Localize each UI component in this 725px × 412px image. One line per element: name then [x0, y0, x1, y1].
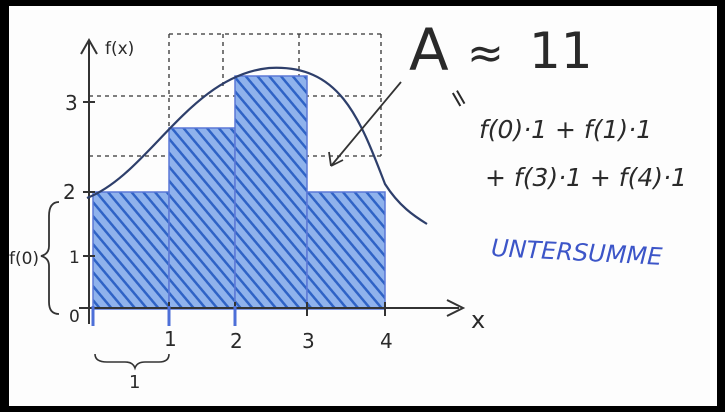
- lower-sum-rectangles: [92, 75, 386, 310]
- y-tick-0: 0: [69, 307, 80, 327]
- width-brace: [94, 353, 170, 371]
- rect-2: [234, 75, 308, 310]
- lower-sum-sketch: f(x) x 0 1 2 3 1 2 3 4 f(0) 1 A ≈ 11 = f…: [9, 16, 687, 393]
- brace-label-f0: f(0): [9, 249, 39, 269]
- x-tick-1: 1: [164, 327, 177, 351]
- axes: [79, 37, 466, 324]
- x-tick-2: 2: [230, 329, 243, 353]
- rect-0: [92, 191, 170, 310]
- width-label: 1: [129, 372, 140, 393]
- y-axis-arrowhead: [80, 37, 98, 55]
- x-tick-4: 4: [380, 329, 393, 353]
- approx-sign: ≈: [467, 28, 504, 79]
- x-axis-arrowhead: [446, 299, 466, 317]
- whiteboard: f(x) x 0 1 2 3 1 2 3 4 f(0) 1 A ≈ 11 = f…: [9, 6, 717, 406]
- y-tick-1: 1: [69, 248, 80, 268]
- y-tick-3: 3: [65, 91, 78, 115]
- pointer-arrow: [328, 81, 402, 167]
- area-value: 11: [529, 22, 593, 80]
- y-tick-2: 2: [63, 180, 76, 204]
- area-symbol: A: [409, 16, 449, 84]
- sum-line-2: + f(3)·1 + f(4)·1: [485, 163, 687, 192]
- x-axis-label: x: [471, 306, 485, 334]
- rect-1: [168, 127, 236, 310]
- x-tick-3: 3: [302, 329, 315, 353]
- sum-line-1: f(0)·1 + f(1)·1: [479, 115, 652, 144]
- x-tick-blue-marks: [91, 306, 237, 326]
- function-curve: [86, 66, 428, 225]
- term-label-untersumme: UNTERSUMME: [490, 234, 663, 271]
- y-axis-label: f(x): [105, 39, 134, 59]
- equals-sign: =: [442, 82, 476, 113]
- rect-3: [306, 191, 386, 310]
- brace-f0: [40, 201, 60, 315]
